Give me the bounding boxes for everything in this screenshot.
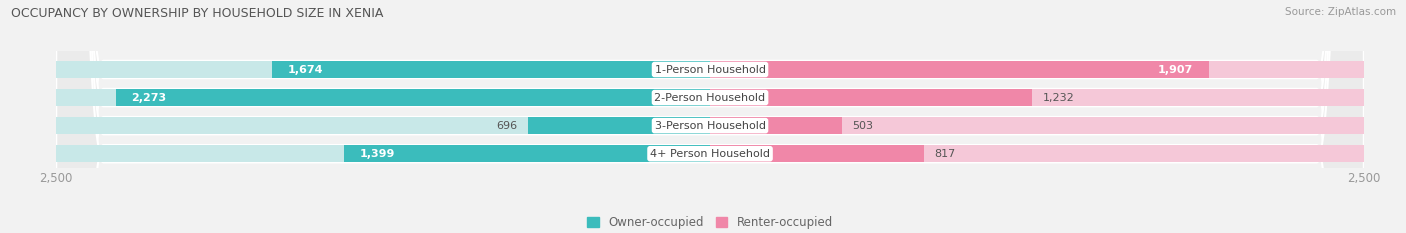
Text: 1,232: 1,232	[1043, 93, 1074, 103]
Text: 2-Person Household: 2-Person Household	[654, 93, 766, 103]
Bar	[710, 145, 924, 162]
FancyBboxPatch shape	[56, 0, 1364, 233]
Text: 1,399: 1,399	[360, 149, 395, 159]
FancyBboxPatch shape	[56, 0, 1364, 233]
Bar	[710, 61, 1209, 78]
Bar	[710, 89, 1364, 106]
Bar	[344, 145, 710, 162]
Bar	[56, 117, 710, 134]
FancyBboxPatch shape	[56, 0, 1364, 233]
FancyBboxPatch shape	[56, 0, 1364, 233]
Bar	[56, 145, 710, 162]
Bar	[529, 117, 710, 134]
Text: 2,273: 2,273	[131, 93, 166, 103]
Bar	[710, 89, 1032, 106]
Bar	[710, 117, 1364, 134]
Bar	[710, 61, 1364, 78]
Bar	[56, 61, 710, 78]
Text: 1,907: 1,907	[1157, 65, 1194, 75]
Legend: Owner-occupied, Renter-occupied: Owner-occupied, Renter-occupied	[582, 212, 838, 233]
Text: 1-Person Household: 1-Person Household	[655, 65, 765, 75]
Bar	[710, 117, 842, 134]
Bar	[115, 89, 710, 106]
Text: 1,674: 1,674	[288, 65, 323, 75]
Bar	[56, 89, 710, 106]
Text: 3-Person Household: 3-Person Household	[655, 121, 765, 131]
Text: OCCUPANCY BY OWNERSHIP BY HOUSEHOLD SIZE IN XENIA: OCCUPANCY BY OWNERSHIP BY HOUSEHOLD SIZE…	[11, 7, 384, 20]
Text: Source: ZipAtlas.com: Source: ZipAtlas.com	[1285, 7, 1396, 17]
Text: 503: 503	[852, 121, 873, 131]
Text: 696: 696	[496, 121, 517, 131]
Text: 817: 817	[934, 149, 956, 159]
Bar	[273, 61, 710, 78]
Bar	[710, 145, 1364, 162]
Text: 4+ Person Household: 4+ Person Household	[650, 149, 770, 159]
